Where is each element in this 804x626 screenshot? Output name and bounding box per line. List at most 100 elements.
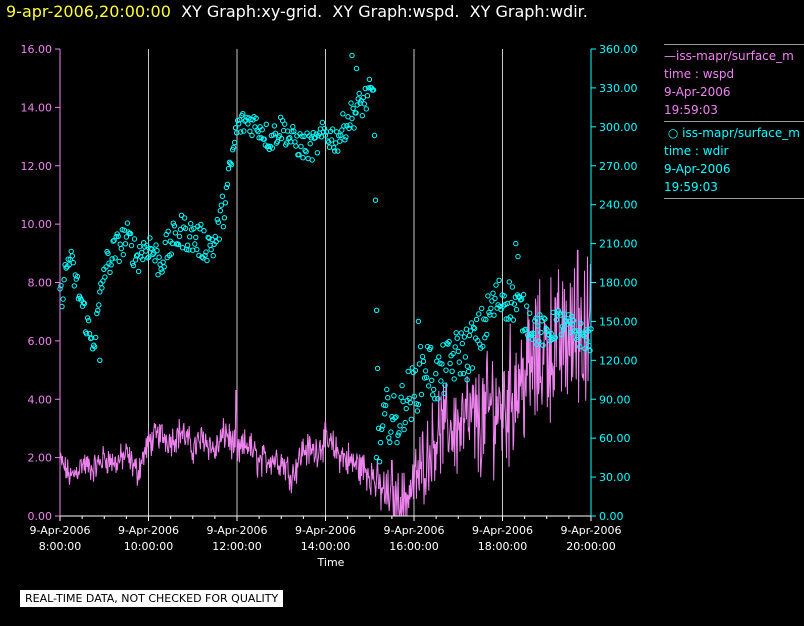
wdir-point (349, 52, 355, 59)
wdir-point (372, 197, 379, 203)
wdir-point (293, 143, 299, 149)
wdir-point (393, 414, 399, 420)
wdir-point (209, 236, 215, 243)
wdir-point (480, 343, 486, 350)
y-right-tick-label: 120.00 (599, 354, 638, 367)
wdir-point (154, 247, 160, 254)
wdir-point (379, 426, 385, 433)
wdir-point (442, 382, 448, 388)
wdir-point (146, 254, 152, 260)
y-right-tick-label: 330.00 (599, 82, 638, 95)
wdir-point (310, 129, 316, 136)
wdir-point (210, 253, 216, 259)
wdir-point (545, 331, 551, 338)
x-tick-label-time: 12:00:00 (212, 540, 261, 553)
y-right-tick-label: 270.00 (599, 160, 638, 173)
wdir-point (253, 115, 259, 121)
wdir-point (208, 246, 214, 253)
wdir-point (232, 125, 239, 131)
wdir-point (451, 376, 457, 382)
wdir-point (435, 396, 441, 402)
wdir-point (536, 338, 542, 344)
wdir-point (204, 257, 210, 264)
wdir-point (496, 277, 502, 283)
wdir-point (459, 340, 465, 347)
wdir-point (521, 327, 528, 333)
y-left-tick-label: 0.00 (28, 510, 53, 523)
wdir-point (102, 274, 108, 280)
wdir-point (155, 272, 161, 278)
wdir-point (552, 334, 558, 341)
wdir-point (438, 378, 444, 384)
wdir-point (565, 312, 572, 318)
wdir-point (61, 277, 67, 283)
wdir-point (359, 113, 365, 119)
wdir-point (540, 342, 546, 348)
wdir-point (580, 331, 586, 338)
wdir-point (224, 181, 231, 188)
wdir-point (501, 293, 507, 299)
wdir-point (73, 276, 80, 282)
wdir-point (441, 390, 447, 397)
wdir-point (165, 228, 171, 235)
wdir-point (161, 264, 167, 270)
wdir-point (301, 133, 307, 140)
legend-entry-wspd: —iss-mapr/surface_m time : wspd 9-Apr-20… (664, 44, 804, 121)
wdir-point (422, 368, 429, 374)
wdir-point (181, 215, 188, 221)
wdir-point (307, 141, 313, 147)
wdir-point (170, 220, 177, 226)
wdir-point (380, 423, 386, 429)
wdir-point (329, 126, 336, 132)
y-left-tick-label: 4.00 (28, 393, 53, 406)
wdir-point (95, 307, 101, 314)
wdir-point (152, 258, 158, 264)
wdir-point (350, 105, 356, 112)
wdir-point (247, 128, 253, 135)
wdir-point (537, 312, 543, 318)
wdir-point (128, 242, 135, 249)
wdir-series (57, 52, 594, 465)
wdir-point (473, 316, 480, 323)
x-axis-label: Time (317, 556, 345, 569)
wdir-point (520, 291, 527, 298)
wdir-point (97, 289, 103, 295)
wdir-point (302, 147, 308, 154)
wdir-point (415, 318, 422, 325)
wdir-point (127, 230, 134, 237)
wdir-point (353, 110, 359, 116)
y-right-tick-label: 360.00 (599, 43, 638, 56)
wdir-point (153, 242, 159, 248)
wdir-point (568, 313, 575, 319)
wdir-point (120, 251, 127, 258)
legend-wdir-time: 19:59:03 (664, 180, 718, 194)
wdir-point (488, 305, 494, 311)
wdir-point (351, 125, 357, 131)
wdir-point (335, 148, 341, 154)
wdir-point (332, 148, 338, 154)
wdir-point (347, 122, 353, 128)
wdir-point (291, 128, 297, 135)
wdir-point (529, 330, 535, 336)
wdir-point (411, 393, 417, 399)
wdir-point (570, 317, 577, 324)
wdir-point (109, 256, 115, 262)
wdir-point (402, 419, 408, 426)
wdir-point (103, 264, 109, 270)
wdir-point (74, 273, 81, 280)
wdir-point (349, 115, 355, 122)
wdir-point (492, 295, 498, 302)
wdir-point (511, 301, 518, 307)
wdir-point (342, 137, 348, 143)
wdir-point (573, 329, 579, 335)
wdir-point (266, 146, 272, 153)
wdir-point (408, 416, 414, 422)
wdir-point (116, 258, 122, 265)
wdir-point (515, 253, 521, 260)
wdir-point (524, 303, 530, 309)
wdir-point (66, 262, 72, 268)
wdir-point (97, 357, 103, 363)
wdir-point (491, 312, 497, 318)
wdir-point (71, 283, 78, 289)
wdir-point (227, 160, 234, 167)
